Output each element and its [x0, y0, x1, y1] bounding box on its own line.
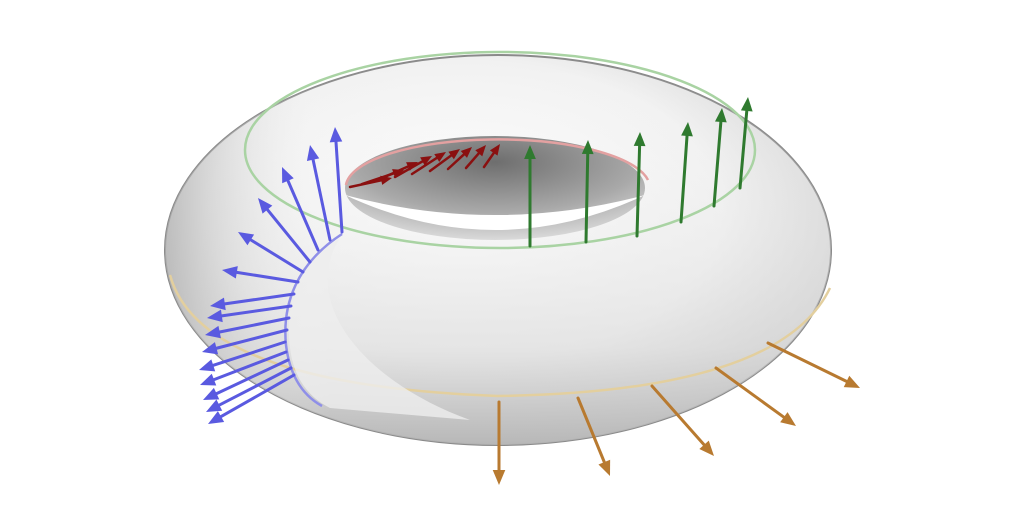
- blue-normal-arrow-11: [199, 340, 287, 372]
- green-normal-arrow-5: [712, 108, 727, 208]
- inner-circle-curve: [344, 138, 650, 186]
- blue-normal-arrow-13: [203, 358, 290, 400]
- orange-normal-arrow-5: [766, 341, 860, 388]
- blue-normal-arrow-3: [282, 167, 320, 252]
- blue-normal-arrow-1: [329, 127, 344, 234]
- meridian-curve: [284, 232, 343, 408]
- green-normal-arrow-4: [679, 122, 693, 224]
- blue-normal-arrow-9: [205, 316, 291, 339]
- red-normal-arrow-4: [393, 156, 432, 179]
- blue-normal-arrow-2: [306, 145, 332, 242]
- blue-normal-arrow-7: [210, 292, 296, 311]
- orange-normal-arrow-3: [650, 384, 714, 456]
- blue-normal-arrow-5: [238, 232, 305, 274]
- meridian-fold-surface: [288, 238, 470, 420]
- orange-normal-arrow-4: [714, 366, 796, 426]
- blue-normal-arrow-4: [258, 198, 312, 264]
- red-normal-arrow-8: [464, 145, 486, 170]
- blue-normal-arrow-6: [222, 266, 300, 284]
- green-normal-arrow-6: [738, 97, 753, 190]
- red-normal-arrow-7: [446, 147, 472, 171]
- blue-normal-arrow-12: [200, 350, 288, 386]
- blue-normal-arrow-15: [208, 373, 296, 424]
- green-normal-arrow-3: [633, 132, 646, 238]
- blue-normal-arrow-10: [202, 328, 289, 355]
- orange-normal-arrow-1: [492, 400, 506, 485]
- vector-fields: [199, 97, 860, 485]
- orange-normal-arrow-2: [576, 396, 611, 476]
- blue-normal-arrow-14: [206, 366, 293, 412]
- red-normal-arrow-6: [428, 149, 460, 173]
- green-normal-arrow-2: [581, 140, 594, 244]
- green-normal-arrow-1: [524, 145, 536, 248]
- blue-normal-arrow-8: [207, 304, 293, 323]
- red-normal-arrow-9: [482, 144, 500, 169]
- torus-hole-lower-rim: [345, 195, 645, 230]
- red-normal-arrow-5: [410, 152, 446, 176]
- top-circle-curve: [243, 50, 757, 250]
